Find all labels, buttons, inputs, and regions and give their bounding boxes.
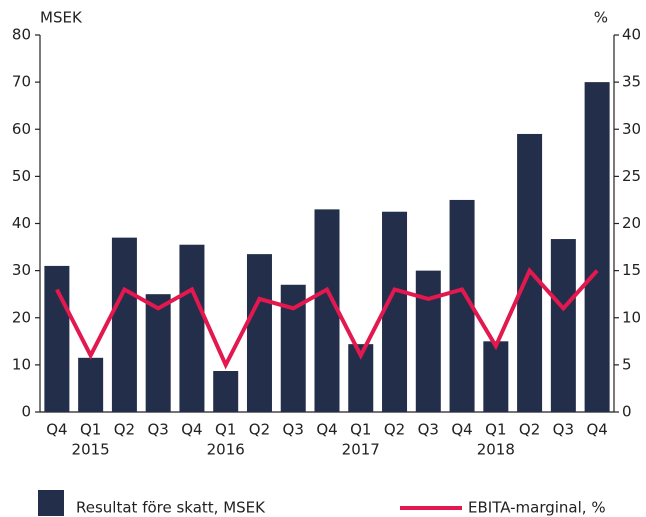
bar [382, 211, 408, 412]
bar [246, 254, 272, 412]
y-tick-label: 20 [12, 308, 31, 326]
y-axis-label: MSEK [40, 9, 83, 27]
legend-swatch [38, 490, 64, 516]
x-tick-label: Q4 [316, 421, 337, 439]
x-tick-label: Q2 [249, 421, 270, 439]
y2-tick-label: 25 [622, 167, 641, 185]
y2-axis-label: % [594, 9, 608, 27]
bar [314, 209, 340, 412]
bar [213, 371, 239, 412]
x-tick-label: Q1 [80, 421, 101, 439]
x-tick-label: Q3 [147, 421, 168, 439]
x-tick-label: Q3 [283, 421, 304, 439]
x-tick-label: Q1 [485, 421, 506, 439]
line [55, 266, 599, 370]
bar [415, 270, 441, 412]
y-tick-label: 70 [12, 73, 31, 91]
bar [179, 244, 205, 412]
y2-tick-label: 30 [622, 120, 641, 138]
bar [145, 294, 171, 412]
y2-tick-label: 5 [622, 355, 632, 373]
x-tick-label: Q4 [586, 421, 607, 439]
y-tick-label: 30 [12, 261, 31, 279]
x-group-label: 2018 [477, 441, 515, 459]
x-tick-label: Q2 [114, 421, 135, 439]
y-tick-label: 60 [12, 120, 31, 138]
y-tick-label: 10 [12, 355, 31, 373]
x-tick-label: Q4 [46, 421, 67, 439]
y2-tick-label: 15 [622, 261, 641, 279]
x-tick-label: Q3 [418, 421, 439, 439]
x-group-label: 2016 [207, 441, 245, 459]
legend-label: Resultat före skatt, MSEK [76, 499, 266, 517]
y2-tick-label: 35 [622, 73, 641, 91]
x-tick-label: Q3 [553, 421, 574, 439]
legend-label: EBITA-marginal, % [468, 499, 606, 517]
y2-tick-label: 40 [622, 26, 641, 44]
x-tick-label: Q1 [350, 421, 371, 439]
y-tick-label: 80 [12, 26, 31, 44]
x-tick-label: Q4 [181, 421, 202, 439]
y-tick-label: 0 [21, 403, 31, 421]
y-tick-label: 50 [12, 167, 31, 185]
x-tick-label: Q2 [384, 421, 405, 439]
bar [483, 341, 509, 412]
x-group-label: 2015 [72, 441, 110, 459]
bar [550, 239, 576, 412]
bar [584, 82, 610, 412]
y2-tick-label: 0 [622, 403, 632, 421]
x-tick-label: Q1 [215, 421, 236, 439]
x-tick-label: Q4 [451, 421, 472, 439]
y-tick-label: 40 [12, 214, 31, 232]
y2-tick-label: 20 [622, 214, 641, 232]
bar [44, 265, 70, 412]
y2-tick-label: 10 [622, 308, 641, 326]
x-group-label: 2017 [342, 441, 380, 459]
bar [111, 237, 137, 412]
bar [78, 357, 104, 412]
x-tick-label: Q2 [519, 421, 540, 439]
